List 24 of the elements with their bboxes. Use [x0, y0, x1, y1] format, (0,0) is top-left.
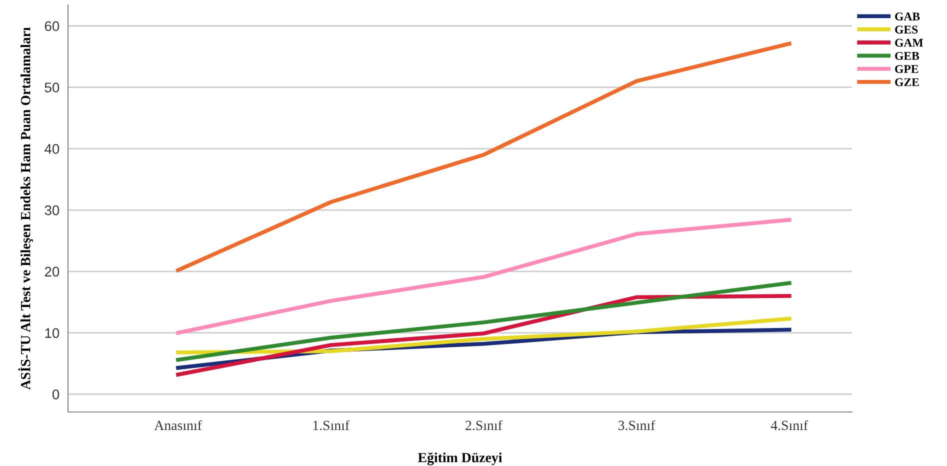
legend-label: GZE [895, 78, 919, 86]
legend-label: GAB [895, 12, 920, 20]
line-series [176, 42, 792, 272]
legend-label: GEB [895, 52, 920, 60]
y-tick-label: 20 [44, 266, 60, 277]
legend-label: GES [895, 26, 918, 34]
x-tick-label: 1.Sınıf [313, 420, 350, 430]
y-axis-title: ASİS-TU Alt Test ve Bileşen Endeks Ham Puan Ortalamaları [18, 27, 34, 390]
legend-label: GAM [895, 38, 924, 47]
line-series [176, 316, 792, 354]
y-tick-label: 60 [44, 21, 60, 32]
y-tick-label: 10 [45, 328, 60, 338]
y-tick-label: 30 [44, 205, 60, 216]
x-tick-label: 2.Sınıf [466, 420, 502, 430]
line-series [176, 281, 792, 362]
line-series [176, 218, 792, 335]
y-tick-label: 0 [52, 390, 60, 400]
x-tick-label: 3.Sınıf [618, 420, 656, 430]
x-tick-label: Anasınıf [154, 420, 202, 430]
y-tick-label: 40 [44, 144, 60, 154]
x-tick-label: 4.Sınıf [770, 420, 808, 430]
y-tick-label: 50 [44, 82, 60, 92]
x-axis-title: Eğitim Düzeyi [418, 452, 502, 466]
legend-label: GPE [895, 65, 918, 74]
